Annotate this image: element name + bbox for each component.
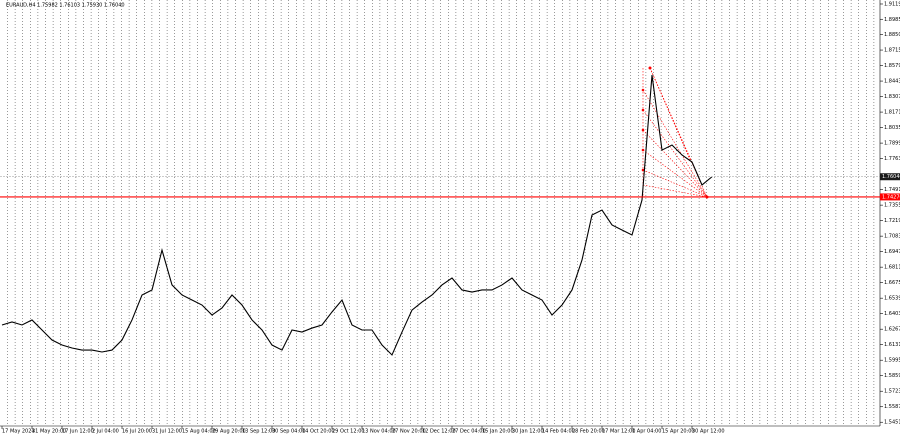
fan-dots: [641, 66, 709, 199]
fan-dot: [641, 128, 645, 132]
x-tick-label: 30 Apr 12:00: [692, 429, 725, 434]
y-tick-label: 1.57230: [884, 389, 900, 395]
y-tick-label: 1.84430: [884, 79, 900, 85]
y-tick-label: 1.65390: [884, 296, 900, 302]
y-tick-label: 1.83070: [884, 94, 900, 100]
fan-line: [642, 149, 708, 198]
level-box: [880, 193, 900, 201]
fan-line: [642, 109, 708, 198]
x-tick-label: 27 Dec 04:00: [452, 429, 486, 434]
y-tick-label: 1.58590: [884, 373, 900, 379]
x-tick-label: 2 Jul 04:00: [92, 429, 119, 434]
x-tick-label: 14 Feb 04:00: [542, 429, 575, 434]
y-tick-label: 1.54510: [884, 420, 900, 426]
x-tick-label: 15 Aug 04:00: [182, 429, 216, 434]
level-label: 1.74270: [882, 194, 900, 200]
x-tick-label: 17 Jun 12:00: [62, 429, 94, 434]
y-tick-label: 1.74910: [884, 187, 900, 193]
x-tick-label: 29 Aug 20:00: [212, 429, 246, 434]
y-tick-label: 1.66750: [884, 280, 900, 286]
y-tick-label: 1.91190: [884, 1, 900, 7]
fan-line: [642, 129, 708, 198]
current-price-label: 1.76040: [882, 174, 900, 180]
y-tick-label: 1.64030: [884, 311, 900, 317]
fan-dot: [641, 168, 645, 172]
y-tick-label: 1.87150: [884, 48, 900, 54]
x-tick-label: 27 Nov 20:00: [392, 429, 426, 434]
x-tick-label: 17 Mar 12:00: [602, 429, 635, 434]
x-tick-label: 16 Jul 20:00: [122, 429, 152, 434]
x-tick-label: 12 Dec 12:00: [422, 429, 456, 434]
x-tick-label: 17 May 2024: [2, 429, 35, 434]
fan-dot: [641, 108, 645, 112]
y-tick-label: 1.80350: [884, 125, 900, 131]
x-tick-label: 14 Oct 20:00: [302, 429, 335, 434]
x-tick-label: 1 Apr 04:00: [632, 429, 661, 434]
y-tick-label: 1.81710: [884, 110, 900, 116]
chart-title: EURAUD,H4 1.75982 1.76103 1.75930 1.7604…: [6, 3, 125, 9]
y-tick-label: 1.78990: [884, 141, 900, 147]
y-tick-label: 1.73550: [884, 203, 900, 209]
price-line: [1, 74, 713, 356]
x-tick-label: 31 May 20:00: [32, 429, 66, 434]
y-tick-label: 1.70830: [884, 234, 900, 240]
y-tick-label: 1.59950: [884, 358, 900, 364]
x-tick-label: 29 Oct 12:00: [332, 429, 365, 434]
y-tick-label: 1.68110: [884, 265, 900, 271]
y-tick-label: 1.55870: [884, 404, 900, 410]
y-tick-label: 1.69470: [884, 249, 900, 255]
y-tick-label: 1.62670: [884, 327, 900, 333]
x-tick-label: 13 Sep 12:00: [242, 429, 275, 434]
fan-line: [642, 184, 708, 198]
fan-dot: [641, 148, 645, 152]
x-tick-label: 13 Nov 04:00: [362, 429, 396, 434]
fan-lines: [642, 67, 708, 198]
x-tick-label: 30 Sep 04:00: [272, 429, 305, 434]
x-tick-label: 30 Jan 12:00: [512, 429, 544, 434]
y-tick-label: 1.85790: [884, 63, 900, 69]
y-tick-label: 1.88500: [884, 32, 900, 38]
y-tick-label: 1.61310: [884, 342, 900, 348]
x-tick-label: 15 Apr 20:00: [662, 429, 695, 434]
y-tick-label: 1.72190: [884, 218, 900, 224]
fan-dot: [648, 66, 652, 70]
x-tick-label: 31 Jul 12:00: [152, 429, 182, 434]
current-price-box: [880, 173, 900, 181]
x-tick-label: 28 Feb 20:00: [572, 429, 605, 434]
x-tick-label: 15 Jan 20:00: [482, 429, 514, 434]
y-tick-label: 1.89850: [884, 17, 900, 23]
fan-line: [642, 89, 708, 198]
period-separators: [7, 0, 875, 426]
fan-dot: [641, 88, 645, 92]
fan-line: [642, 169, 708, 198]
y-tick-label: 1.77630: [884, 156, 900, 162]
